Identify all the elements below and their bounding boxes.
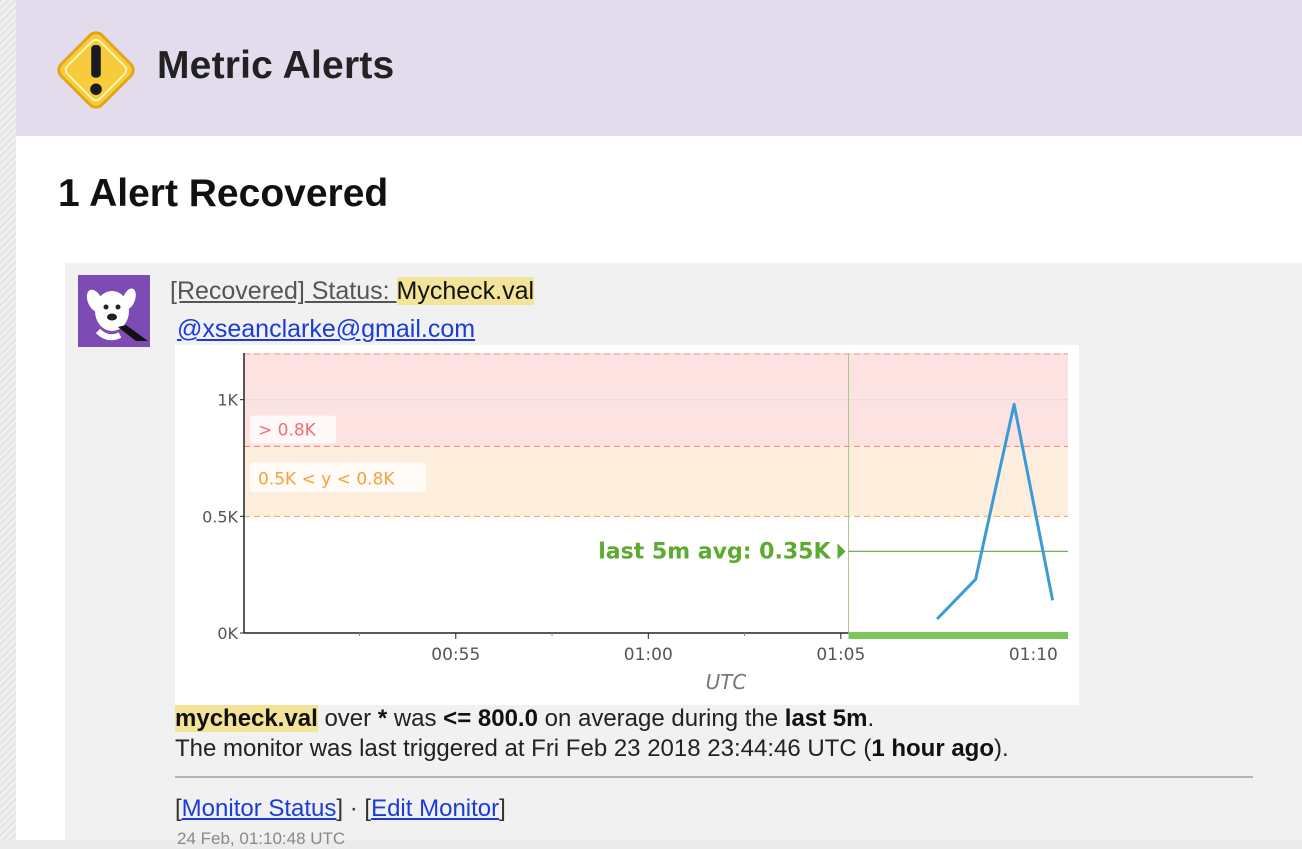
header-bar: Metric Alerts <box>16 0 1302 136</box>
alert-item: [Recovered] Status: Mycheck.val @xseancl… <box>65 263 1302 848</box>
desc-triggered-ago: 1 hour ago <box>871 735 994 762</box>
metric-graph[interactable]: 0K 0.5K 1K 00:55 01:00 01:05 01:10 UTC last 5m a… <box>175 345 1079 705</box>
x-tick-label: 01:10 <box>1009 645 1058 665</box>
chart-marks <box>837 353 1068 639</box>
datadog-avatar <box>78 275 150 347</box>
description-line-1: mycheck.val over * was <= 800.0 on avera… <box>175 704 1009 734</box>
description-line-2: The monitor was last triggered at Fri Fe… <box>175 734 1009 764</box>
y-tick-label: 1K <box>217 391 238 410</box>
divider <box>175 776 1253 778</box>
alert-description: mycheck.val over * was <= 800.0 on avera… <box>175 704 1009 764</box>
email-link[interactable]: @xseanclarke@gmail.com <box>177 315 476 343</box>
y-tick-label: 0K <box>217 624 238 643</box>
window-bar <box>848 632 1068 639</box>
desc-triggered-prefix: The monitor was last triggered at Fri Fe… <box>175 735 872 762</box>
monitor-links: [Monitor Status] · [Edit Monitor] <box>175 795 506 823</box>
desc-during: on average during the <box>537 705 785 732</box>
edit-monitor-link[interactable]: Edit Monitor <box>371 795 500 822</box>
desc-was: was <box>387 705 444 732</box>
email-card: Metric Alerts 1 Alert Recovered [Recover… <box>16 0 1302 848</box>
alert-title-status[interactable]: Status: <box>304 277 397 305</box>
x-tick-label: 01:05 <box>816 645 865 665</box>
desc-period: . <box>867 705 875 732</box>
chart-labels: 0K 0.5K 1K 00:55 01:00 01:05 01:10 UTC last 5m a… <box>202 391 1058 694</box>
alert-threshold-label: > 0.8K <box>258 421 317 441</box>
header-title: Metric Alerts <box>157 44 395 87</box>
alert-title: [Recovered] Status: Mycheck.val <box>170 277 535 306</box>
alert-timestamp: 24 Feb, 01:10:48 UTC <box>177 829 346 848</box>
desc-condition: <= 800.0 <box>443 705 538 732</box>
section-title: 1 Alert Recovered <box>58 172 389 215</box>
page-background <box>0 0 16 840</box>
alert-label-bg <box>250 415 336 444</box>
alert-metric-name[interactable]: Mycheck.val <box>396 277 535 305</box>
warning-label-bg <box>250 462 426 493</box>
y-tick-label: 0.5K <box>202 507 238 526</box>
avg-arrow <box>837 543 846 560</box>
chart-svg: 0K 0.5K 1K 00:55 01:00 01:05 01:10 UTC last 5m a… <box>202 353 1068 694</box>
warning-icon <box>57 31 135 109</box>
desc-triggered-suffix: ). <box>994 735 1009 762</box>
bracket-open: [ <box>175 795 182 822</box>
link-separator: ] · [ <box>336 795 372 822</box>
desc-window: last 5m <box>784 705 868 732</box>
x-axis-label: UTC <box>706 670 747 694</box>
x-tick-label: 01:00 <box>624 645 673 665</box>
monitor-status-link[interactable]: Monitor Status <box>181 795 337 822</box>
x-tick-label: 00:55 <box>431 645 480 665</box>
avg-annotation: last 5m avg: 0.35K <box>598 539 831 564</box>
series-line <box>936 402 1055 621</box>
desc-over: over <box>317 705 378 732</box>
warning-threshold-label: 0.5K < y < 0.8K <box>258 469 395 489</box>
alert-title-link[interactable]: [Recovered] <box>170 277 305 305</box>
desc-metric: mycheck.val <box>175 705 318 732</box>
desc-scope: * <box>377 705 388 732</box>
bracket-close: ] <box>499 795 506 822</box>
